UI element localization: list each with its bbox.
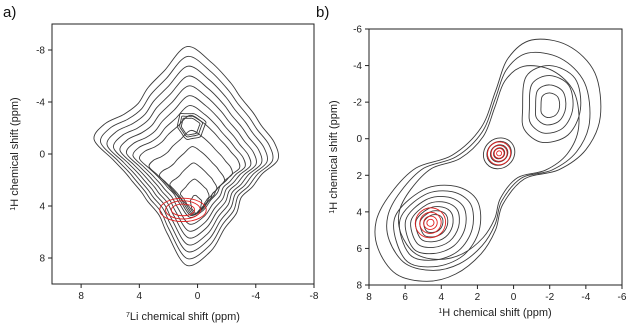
panel-b-x-tick-label: -4 <box>581 292 590 303</box>
panel-a-red-contour <box>165 200 201 220</box>
panel-b-y-tick-label: 4 <box>356 207 362 218</box>
panel-b-contour-line <box>374 38 602 282</box>
panel-a-x-tick-label: 8 <box>78 291 84 302</box>
panel-a-contour-line <box>113 75 263 246</box>
panel-b-x-tick-label: 8 <box>366 292 372 303</box>
panel-a-x-axis-title: 7Li chemical shift (ppm) <box>126 311 240 323</box>
panel-b-contour-line <box>404 195 467 255</box>
panel-b-y-axis-title: 1H chemical shift (ppm) <box>328 100 340 213</box>
panel-a-y-tick-label: 8 <box>39 254 45 265</box>
panel-b-y-tick-label: -2 <box>353 98 362 109</box>
panel-b-red-contours <box>414 141 512 239</box>
panel-a-contour-line <box>189 194 203 214</box>
panel-a-x-ticks: 8 4 0 -4 -8 <box>78 284 319 302</box>
panel-a-x-tick-label: -8 <box>310 291 319 302</box>
panel-a-y-tick-label: 4 <box>39 202 45 213</box>
panel-a-y-tick-label: -8 <box>36 46 45 57</box>
panel-b-contours <box>374 38 602 282</box>
panel-a-red-contours <box>159 197 207 223</box>
panel-a-y-ticks: -8 -4 0 4 8 <box>36 46 52 265</box>
panel-b-contour-line <box>521 65 582 144</box>
panel-b-x-tick-label: -2 <box>545 292 554 303</box>
panel-b-y-ticks: -6 -4 -2 0 2 4 6 8 <box>353 25 369 292</box>
panel-b-red-contour <box>496 150 503 157</box>
panel-a-contour-line <box>132 105 246 225</box>
panel-a-contour-line <box>179 178 210 215</box>
panel-b-frame <box>368 28 623 286</box>
panel-b-contour-line <box>540 92 561 119</box>
panel-b-x-axis-title: 1H chemical shift (ppm) <box>438 307 551 319</box>
panel-b-red-contour <box>414 207 447 239</box>
panel-b-x-tick-label: 4 <box>439 292 445 303</box>
panel-a-x-tick-label: 0 <box>195 291 201 302</box>
panel-b-y-tick-label: 2 <box>356 171 362 182</box>
panel-b-red-contour <box>487 141 512 166</box>
panel-b-x-tick-label: -6 <box>618 292 627 303</box>
panel-a-contour-line <box>169 162 218 216</box>
panel-a-contours <box>93 46 279 267</box>
panel-b-red-contour <box>490 144 508 162</box>
panel-b-y-tick-label: -4 <box>353 61 362 72</box>
panel-b-x-ticks: 8 6 4 2 0 -2 -4 -6 <box>366 285 627 303</box>
panel-b-contour-line <box>534 84 567 126</box>
panel-a-contour-line <box>106 65 268 253</box>
panel-a-contour-line <box>100 55 274 260</box>
panel-b-x-tick-label: 6 <box>402 292 408 303</box>
panel-b-contour-line <box>397 65 580 260</box>
panel-b-y-tick-label: -6 <box>353 25 362 36</box>
panel-a-y-tick-label: 0 <box>39 150 45 161</box>
panel-b-contour-line <box>393 184 482 268</box>
panel-b-label: b) <box>316 4 330 21</box>
panel-a-contour-line <box>138 114 241 218</box>
panel-b-contour-line <box>423 214 444 233</box>
panel-a-red-contour <box>170 203 196 217</box>
panel-a-contour-line <box>93 46 279 267</box>
panel-a-x-tick-label: 4 <box>137 291 143 302</box>
panel-b-contour-line <box>419 210 449 238</box>
panel-b-contour-line <box>482 137 516 170</box>
panel-b-y-tick-label: 0 <box>356 134 362 145</box>
panel-b-red-contour <box>419 211 442 234</box>
panel-b-contour-line <box>528 75 574 134</box>
panel-a-x-tick-label: -4 <box>251 291 260 302</box>
panel-b-contour-line <box>410 201 460 248</box>
panel-b-red-contour <box>423 215 438 230</box>
panel-b-red-contour <box>426 218 435 227</box>
panel-a-y-tick-label: -4 <box>36 98 45 109</box>
panel-b-y-tick-label: 8 <box>356 281 362 292</box>
panel-b-red-contour <box>493 147 505 159</box>
panel-b-y-tick-label: 6 <box>356 244 362 255</box>
panel-b-contour-line <box>386 51 591 271</box>
panel-a-contour-line <box>179 115 204 138</box>
panel-a-chart: 8 4 0 -4 -8 -8 -4 0 4 8 7Li chemical shift (ppm)… <box>9 23 319 323</box>
panel-b-x-tick-label: 2 <box>475 292 481 303</box>
panel-b-contour-line <box>415 206 454 243</box>
panel-a-red-contour <box>159 197 207 223</box>
panel-a-label: a) <box>3 4 17 21</box>
panel-a-contour-line <box>177 112 207 140</box>
panel-a-contour-line <box>125 95 252 232</box>
panel-b-x-tick-label: 0 <box>511 292 517 303</box>
panel-a-contour-line <box>119 85 257 239</box>
panel-a-contour-line <box>180 117 201 136</box>
panel-b-chart: 8 6 4 2 0 -2 -4 -6 -6 -4 -2 0 2 4 6 8 1H chemical shif… <box>328 25 627 320</box>
panel-a-y-axis-title: 1H chemical shift (ppm) <box>9 97 21 210</box>
panel-b-contour-line <box>398 190 474 261</box>
